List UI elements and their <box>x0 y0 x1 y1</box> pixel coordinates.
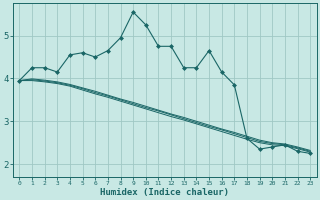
X-axis label: Humidex (Indice chaleur): Humidex (Indice chaleur) <box>100 188 229 197</box>
